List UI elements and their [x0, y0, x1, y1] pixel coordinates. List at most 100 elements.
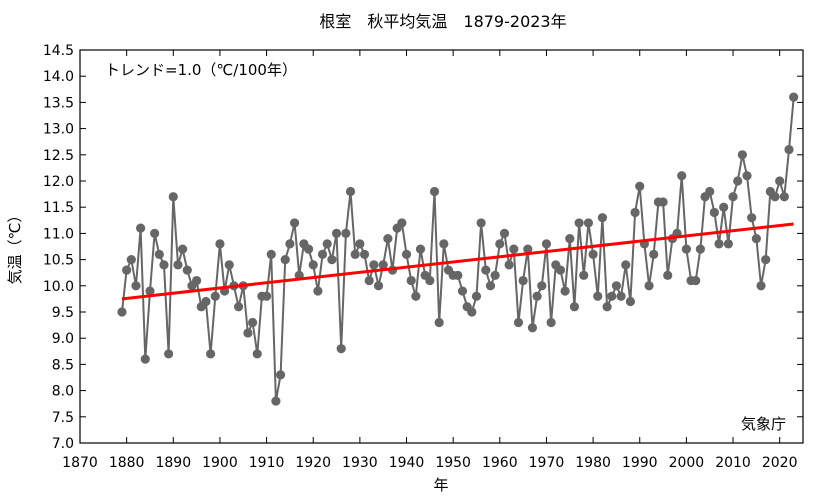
data-point — [523, 244, 533, 254]
data-point — [630, 207, 640, 218]
x-tick-label: 1940 — [389, 455, 425, 471]
data-point — [397, 218, 407, 228]
data-point — [131, 281, 141, 291]
x-tick-label: 1910 — [249, 455, 285, 471]
data-point — [555, 265, 566, 275]
data-point — [425, 275, 435, 286]
series-temperature — [117, 92, 799, 406]
data-point — [308, 260, 318, 270]
data-point — [453, 270, 463, 280]
data-point — [714, 239, 724, 249]
data-point — [695, 244, 705, 254]
y-tick-label: 10.0 — [43, 279, 74, 295]
data-point — [247, 317, 258, 328]
data-point — [252, 349, 262, 359]
source-label: 気象庁 — [741, 415, 786, 433]
data-point — [192, 275, 202, 286]
data-point — [434, 317, 444, 328]
data-point — [140, 354, 150, 364]
data-point — [756, 281, 766, 291]
data-point — [331, 228, 342, 238]
x-tick-label: 1930 — [342, 455, 378, 471]
data-point — [784, 144, 794, 155]
x-tick-label: 1980 — [575, 455, 611, 471]
data-point — [261, 291, 272, 301]
data-point — [593, 291, 603, 301]
data-point — [215, 239, 225, 249]
data-point — [406, 275, 416, 286]
data-point — [737, 150, 747, 160]
y-tick-label: 7.0 — [52, 436, 74, 452]
x-tick-label: 1900 — [202, 455, 238, 471]
data-point — [635, 181, 645, 191]
y-tick-label: 11.5 — [43, 200, 74, 216]
data-point — [317, 249, 328, 259]
data-point — [565, 234, 575, 244]
data-point — [751, 234, 761, 244]
series-line — [121, 97, 795, 402]
y-tick-label: 9.0 — [52, 331, 74, 347]
data-point — [644, 281, 654, 291]
x-tick-label: 2010 — [715, 455, 751, 471]
y-tick-label: 10.5 — [43, 253, 74, 269]
data-point — [341, 228, 351, 238]
x-tick-label: 1990 — [622, 455, 658, 471]
data-point — [588, 249, 598, 259]
data-point — [709, 207, 719, 218]
data-point — [275, 370, 286, 380]
y-tick-label: 14.0 — [43, 69, 74, 85]
data-point — [178, 244, 188, 254]
data-point — [658, 197, 668, 207]
data-point — [429, 186, 440, 197]
data-point — [728, 192, 738, 202]
x-tick-label: 2020 — [762, 455, 798, 471]
data-point — [625, 296, 636, 307]
x-tick-label: 1890 — [155, 455, 191, 471]
x-tick-label: 2000 — [669, 455, 705, 471]
data-point — [621, 260, 631, 270]
data-point — [411, 291, 421, 301]
data-point — [439, 239, 449, 249]
data-point — [336, 344, 346, 354]
x-axis: 1870 1880 1890 1900 1910 1920 1930 1940 1950 1960… — [62, 50, 797, 471]
data-point — [611, 281, 622, 291]
data-point — [471, 291, 482, 301]
x-axis-label: 年 — [433, 476, 448, 494]
data-point — [280, 255, 290, 265]
data-point — [770, 192, 780, 202]
y-tick-label: 9.5 — [52, 305, 74, 321]
y-tick-label: 7.5 — [52, 410, 74, 426]
data-point — [583, 218, 594, 228]
data-point — [145, 286, 155, 296]
data-point — [504, 260, 514, 270]
data-point — [266, 249, 276, 259]
data-point — [224, 260, 234, 270]
data-point — [747, 213, 757, 223]
data-point — [499, 228, 510, 238]
x-tick-label: 1920 — [295, 455, 331, 471]
y-tick-label: 13.5 — [43, 95, 74, 111]
data-point — [168, 192, 178, 202]
data-point — [401, 249, 412, 259]
x-tick-label: 1970 — [529, 455, 565, 471]
data-point — [233, 302, 244, 312]
data-point — [485, 281, 496, 291]
chart-title: 根室 秋平均気温 1879-2023年 — [319, 12, 566, 31]
data-point — [649, 249, 659, 259]
data-point — [579, 270, 589, 280]
data-point — [182, 265, 192, 275]
data-point — [779, 192, 789, 202]
y-tick-label: 8.0 — [52, 384, 74, 400]
data-point — [243, 328, 253, 338]
data-point — [350, 249, 360, 259]
data-point — [481, 265, 491, 275]
data-point — [154, 249, 164, 259]
y-tick-label: 8.5 — [52, 357, 74, 373]
data-point — [289, 218, 300, 228]
data-point — [126, 255, 136, 265]
data-point — [541, 239, 552, 249]
y-tick-label: 12.5 — [43, 148, 74, 164]
x-tick-label: 1870 — [62, 455, 98, 471]
data-point — [705, 186, 715, 197]
data-point — [560, 286, 570, 296]
